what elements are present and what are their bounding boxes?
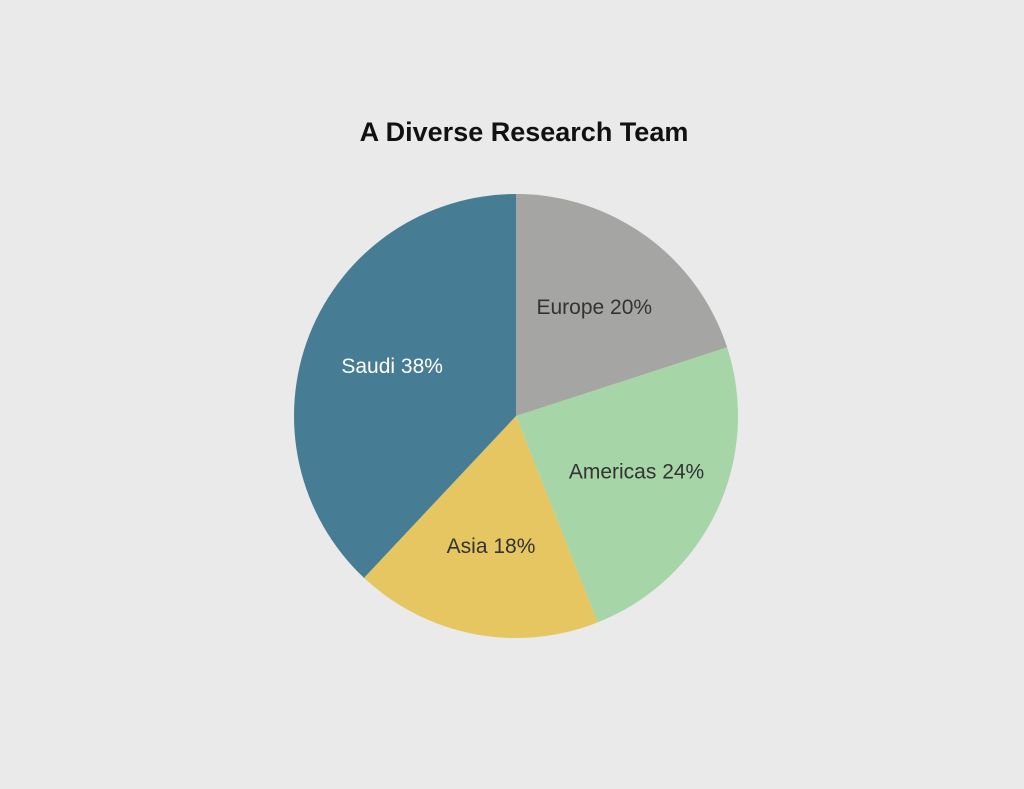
slice-value: 18% (493, 534, 535, 557)
pie-slice (364, 416, 598, 638)
slice-category: Saudi (341, 355, 395, 378)
slice-category: Asia (447, 534, 488, 557)
slice-label: Europe 20% (536, 296, 652, 319)
pie-slice (294, 194, 516, 578)
slice-value: 24% (662, 460, 704, 483)
slice-label: Saudi 38% (341, 355, 443, 378)
pie-slice (516, 347, 738, 623)
slice-value: 38% (401, 355, 443, 378)
slice-value: 20% (610, 296, 652, 319)
slice-category: Europe (536, 296, 604, 319)
slice-label: Asia 18% (447, 534, 536, 557)
slice-category: Americas (569, 460, 657, 483)
pie-slice (516, 194, 728, 416)
slice-label: Americas 24% (569, 460, 704, 483)
chart-title: A Diverse Research Team (360, 117, 689, 147)
